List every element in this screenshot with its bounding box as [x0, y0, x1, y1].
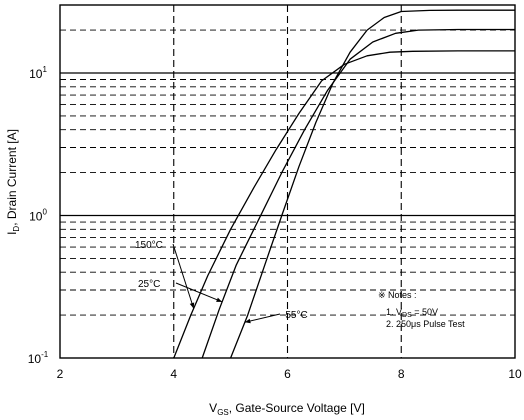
plot-frame	[59, 4, 516, 359]
major-grid	[60, 72, 515, 217]
x-tick-label: 4	[170, 367, 177, 381]
curve-series-0	[173, 50, 515, 359]
minor-grid	[60, 5, 515, 358]
x-tick-label: 10	[508, 367, 522, 381]
x-tick-labels: 2 4 6 8 10	[57, 367, 522, 381]
annotation-arrowhead	[244, 318, 251, 324]
y-tick-label: 101	[29, 65, 47, 81]
curve-label: 150°C	[135, 240, 163, 251]
annotation-leader	[172, 243, 195, 309]
notes-line-2: 2. 250μs Pulse Test	[386, 319, 465, 329]
x-axis-title: VGS, Gate-Source Voltage [V]	[209, 401, 365, 417]
curves	[173, 9, 515, 359]
y-tick-label: 10-1	[28, 350, 49, 366]
notes-box: ※ Notes : 1. VDS = 50V 2. 250μs Pulse Te…	[378, 290, 465, 329]
curve-label: -55°C	[282, 310, 308, 321]
curve-annotations: 150°C 25°C -55°C	[135, 240, 308, 324]
x-tick-label: 8	[398, 367, 405, 381]
y-tick-labels: 10-1 100 101	[28, 65, 49, 366]
y-axis-title: ID, Drain Current [A]	[5, 129, 21, 235]
annotation-leader	[244, 313, 281, 323]
annotation-leader	[175, 282, 223, 303]
notes-line-1: 1. VDS = 50V	[386, 307, 438, 319]
annotation-arrowhead	[189, 302, 195, 309]
notes-title: ※ Notes :	[378, 290, 417, 300]
x-tick-label: 2	[57, 367, 64, 381]
x-tick-label: 6	[284, 367, 291, 381]
curve-series-2	[229, 9, 515, 359]
annotation-arrowhead	[216, 297, 223, 302]
curve-label: 25°C	[138, 279, 160, 290]
curve-series-1	[201, 28, 515, 359]
y-tick-label: 100	[29, 207, 47, 223]
